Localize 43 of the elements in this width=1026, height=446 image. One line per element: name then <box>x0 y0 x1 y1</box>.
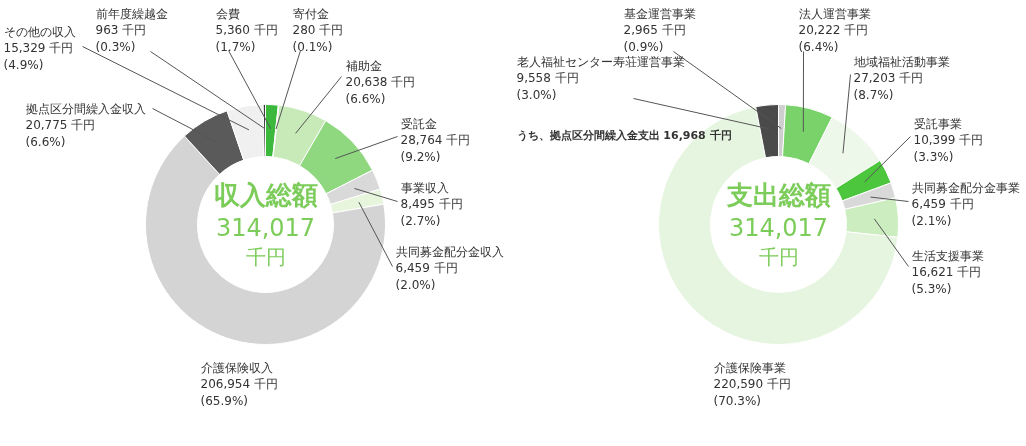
text: うち、拠点区分間繰入金支出 16,968 千円 <box>516 128 732 142</box>
data-label: 220,590 千円 (70.3%) <box>713 377 791 409</box>
data-label: 2,965 千円 (0.9%) <box>623 23 686 55</box>
slice-label: 共同募金配分金事業 <box>911 180 1020 195</box>
data-label: 206,954 千円 (65.9%) <box>200 377 278 409</box>
data-label: 16,621 千円 (5.3%) <box>911 265 982 297</box>
data-label: 27,203 千円 (8.7%) <box>853 71 924 103</box>
slice-label: 事業収入 <box>400 180 449 195</box>
slice-label: その他の収入 <box>3 24 76 39</box>
data-label: 20,638 千円 (6.6%) <box>345 75 416 107</box>
slice-label: 寄付金 <box>292 6 329 21</box>
text: 収入総額 <box>213 179 318 210</box>
slice-label: 共同募金配分金収入 <box>395 244 504 259</box>
slice-label: 受託金 <box>400 116 437 131</box>
data-label: 10,399 千円 (3.3%) <box>913 133 984 165</box>
data-label: 280 千円 (0.1%) <box>292 23 344 55</box>
slice-label: 基金運営事業 <box>623 6 696 21</box>
slice-label: 会費 <box>215 6 240 21</box>
data-label: 28,764 千円 (9.2%) <box>400 133 471 165</box>
slice-label: 前年度繰越金 <box>95 6 168 21</box>
data-label: 20,775 千円 (6.6%) <box>25 118 96 150</box>
data-label: 15,329 千円 (4.9%) <box>3 41 74 73</box>
slice-label: 地域福祉活動事業 <box>852 54 950 69</box>
slice-label: 受託事業 <box>913 116 962 131</box>
data-label: 5,360 千円 (1.7%) <box>215 23 278 55</box>
slice-label: 生活支援事業 <box>911 248 984 263</box>
data-label: 6,459 千円 (2.0%) <box>395 261 458 293</box>
slice-label: 介護保険収入 <box>200 360 273 375</box>
text: 支出総額 <box>725 179 831 210</box>
data-label: 6,459 千円 (2.1%) <box>911 197 974 229</box>
data-label: 20,222 千円 (6.4%) <box>798 23 869 55</box>
slice-label: 拠点区分間繰入金収入 <box>25 101 146 116</box>
slice-label: 介護保険事業 <box>713 360 786 375</box>
data-label: 8,495 千円 (2.7%) <box>400 197 463 229</box>
slice-label: 法人運営事業 <box>798 6 871 21</box>
slice-label: 補助金 <box>345 58 382 73</box>
data-label: 963 千円 (0.3%) <box>95 23 147 55</box>
slice-label: 老人福祉センター寿荘運営事業 <box>516 54 685 69</box>
text: 314,017 <box>728 213 829 242</box>
text: 千円 <box>758 244 799 269</box>
text: 314,017 <box>215 213 316 242</box>
text: 千円 <box>245 244 286 269</box>
data-label: 9,558 千円 (3.0%) <box>516 71 579 103</box>
